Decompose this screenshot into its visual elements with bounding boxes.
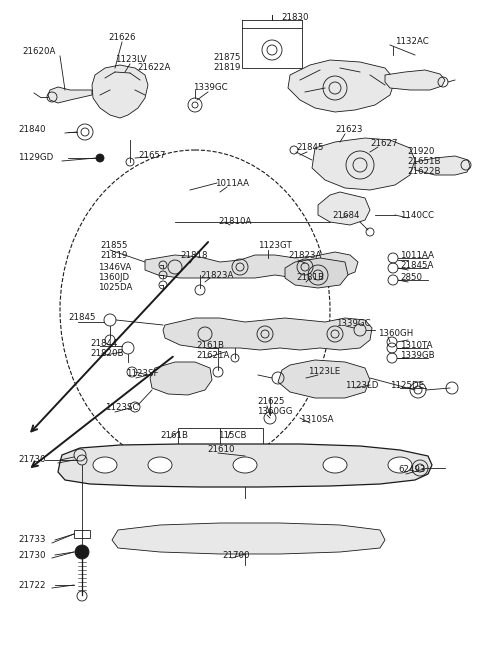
Text: 21823A: 21823A: [200, 271, 233, 279]
Polygon shape: [285, 258, 348, 288]
Text: 21733: 21733: [18, 535, 46, 545]
Text: 21622B: 21622B: [407, 168, 441, 177]
Text: 21845: 21845: [68, 313, 96, 323]
Text: 21845: 21845: [296, 143, 324, 152]
Text: 1123SF: 1123SF: [126, 369, 158, 378]
Polygon shape: [58, 444, 432, 487]
Text: 1360GG: 1360GG: [257, 407, 292, 417]
Polygon shape: [318, 192, 370, 225]
Text: 2161B: 2161B: [196, 340, 224, 350]
Text: 21657: 21657: [138, 150, 166, 160]
Polygon shape: [112, 523, 385, 554]
Polygon shape: [145, 252, 358, 280]
Polygon shape: [385, 70, 445, 90]
Text: 21844: 21844: [90, 338, 118, 348]
Text: 21626: 21626: [108, 34, 136, 43]
Text: 1339GC: 1339GC: [336, 319, 371, 327]
Text: 21830: 21830: [281, 14, 309, 22]
Text: 21819: 21819: [100, 252, 127, 260]
Text: 1132AC: 1132AC: [395, 37, 429, 47]
Text: 21819: 21819: [213, 64, 240, 72]
Text: 21621A: 21621A: [196, 350, 229, 359]
Text: 21730: 21730: [18, 455, 46, 464]
Text: 21625: 21625: [257, 397, 285, 407]
Polygon shape: [48, 87, 92, 103]
Text: 62493: 62493: [398, 466, 425, 474]
Ellipse shape: [148, 457, 172, 473]
Text: 21610: 21610: [207, 445, 235, 455]
Text: 2161B: 2161B: [160, 430, 188, 440]
Text: 1123LE: 1123LE: [308, 367, 340, 376]
Text: 21818: 21818: [180, 252, 207, 260]
Polygon shape: [278, 360, 370, 398]
Polygon shape: [288, 60, 395, 112]
Circle shape: [75, 545, 89, 559]
Text: 21840: 21840: [18, 125, 46, 135]
Text: 1129GD: 1129GD: [18, 154, 53, 162]
Text: 1125DE: 1125DE: [390, 380, 424, 390]
Text: 21875: 21875: [213, 53, 240, 62]
Text: 21684: 21684: [332, 210, 360, 219]
Text: 21845A: 21845A: [400, 261, 433, 271]
Text: 21627: 21627: [370, 139, 397, 148]
Text: 1025DA: 1025DA: [98, 283, 132, 292]
Bar: [178, 428, 263, 446]
Polygon shape: [312, 138, 415, 190]
Text: 21855: 21855: [100, 242, 128, 250]
Text: 1123LV: 1123LV: [115, 55, 146, 64]
Text: 1123GT: 1123GT: [258, 242, 292, 250]
Text: 21730: 21730: [18, 551, 46, 560]
Text: 1011AA: 1011AA: [215, 179, 249, 187]
Bar: [242, 28, 302, 68]
Text: 1310TA: 1310TA: [400, 340, 432, 350]
Text: 21620A: 21620A: [22, 47, 55, 57]
Text: 21820B: 21820B: [90, 348, 123, 357]
Circle shape: [96, 154, 104, 162]
Text: 21700: 21700: [222, 551, 250, 560]
Text: 21810A: 21810A: [218, 217, 252, 227]
Text: 1123LD: 1123LD: [345, 380, 378, 390]
Text: 1011AA: 1011AA: [400, 252, 434, 260]
Text: 1140CC: 1140CC: [400, 210, 434, 219]
Ellipse shape: [323, 457, 347, 473]
Text: 1339GC: 1339GC: [193, 83, 228, 93]
Text: 21920: 21920: [407, 148, 434, 156]
Polygon shape: [92, 65, 148, 118]
Polygon shape: [415, 156, 470, 175]
Text: 21823A: 21823A: [288, 252, 322, 260]
Text: 1310SA: 1310SA: [300, 415, 334, 424]
Ellipse shape: [233, 457, 257, 473]
Text: 21651B: 21651B: [407, 158, 441, 166]
Ellipse shape: [388, 457, 412, 473]
Text: 115CB: 115CB: [218, 430, 247, 440]
Text: 21722: 21722: [18, 581, 46, 589]
Text: 2181B: 2181B: [296, 273, 324, 283]
Text: 1360JD: 1360JD: [98, 273, 129, 281]
Text: 21623: 21623: [335, 125, 362, 135]
Text: 1346VA: 1346VA: [98, 263, 131, 271]
Text: 1360GH: 1360GH: [378, 328, 413, 338]
Polygon shape: [150, 362, 212, 395]
Polygon shape: [163, 318, 372, 350]
Text: 1123SC: 1123SC: [105, 403, 139, 413]
Text: 2850: 2850: [400, 273, 422, 283]
Text: 21622A: 21622A: [137, 64, 170, 72]
Bar: [74, 530, 90, 538]
Ellipse shape: [93, 457, 117, 473]
Text: 1339GB: 1339GB: [400, 350, 434, 359]
